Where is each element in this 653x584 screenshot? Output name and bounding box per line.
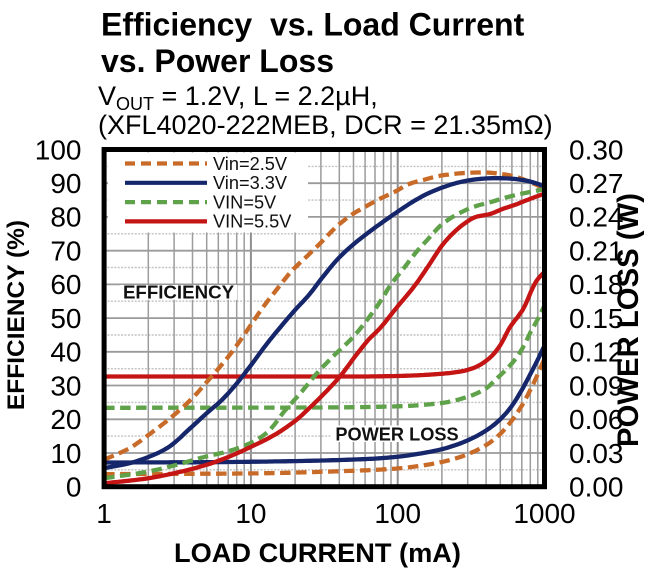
svg-text:10: 10 [235, 498, 266, 529]
svg-text:40: 40 [50, 337, 81, 368]
svg-text:90: 90 [50, 168, 81, 199]
svg-text:30: 30 [50, 370, 81, 401]
svg-text:POWER LOSS: POWER LOSS [335, 425, 458, 445]
svg-text:20: 20 [50, 404, 81, 435]
svg-text:0.00: 0.00 [569, 472, 624, 503]
svg-text:0.06: 0.06 [569, 404, 624, 435]
svg-text:0.21: 0.21 [569, 236, 624, 267]
svg-text:1: 1 [96, 498, 112, 529]
svg-text:1000: 1000 [513, 498, 575, 529]
svg-text:VIN=5V: VIN=5V [213, 192, 277, 212]
svg-text:LOAD CURRENT (mA): LOAD CURRENT (mA) [174, 537, 461, 568]
svg-text:0.24: 0.24 [569, 202, 624, 233]
svg-text:0.09: 0.09 [569, 370, 624, 401]
svg-text:VIN=5.5V: VIN=5.5V [213, 212, 292, 232]
svg-text:100: 100 [374, 498, 421, 529]
svg-text:Vin=3.3V: Vin=3.3V [213, 173, 288, 193]
svg-text:0.18: 0.18 [569, 269, 624, 300]
svg-text:100: 100 [35, 134, 82, 165]
svg-text:0.03: 0.03 [569, 438, 624, 469]
svg-text:POWER LOSS (W): POWER LOSS (W) [612, 193, 645, 447]
svg-text:VOUT = 1.2V, L = 2.2µH,: VOUT = 1.2V, L = 2.2µH, [98, 81, 378, 114]
svg-text:0.30: 0.30 [569, 134, 624, 165]
svg-text:vs. Power Loss: vs. Power Loss [101, 43, 334, 79]
svg-text:10: 10 [50, 438, 81, 469]
svg-text:Vin=2.5V: Vin=2.5V [213, 154, 288, 174]
svg-text:70: 70 [50, 236, 81, 267]
svg-text:80: 80 [50, 202, 81, 233]
svg-text:0.12: 0.12 [569, 337, 624, 368]
svg-text:60: 60 [50, 269, 81, 300]
svg-text:EFFICIENCY (%): EFFICIENCY (%) [3, 220, 30, 410]
svg-text:(XFL4020-222MEB, DCR = 21.35mΩ: (XFL4020-222MEB, DCR = 21.35mΩ) [98, 110, 553, 140]
svg-text:0.27: 0.27 [569, 168, 624, 199]
svg-text:EFFICIENCY: EFFICIENCY [123, 282, 235, 303]
svg-text:Efficiency vs. Load Current: Efficiency vs. Load Current [101, 7, 525, 43]
svg-text:50: 50 [50, 303, 81, 334]
svg-text:0.15: 0.15 [569, 303, 624, 334]
svg-text:0: 0 [66, 472, 82, 503]
